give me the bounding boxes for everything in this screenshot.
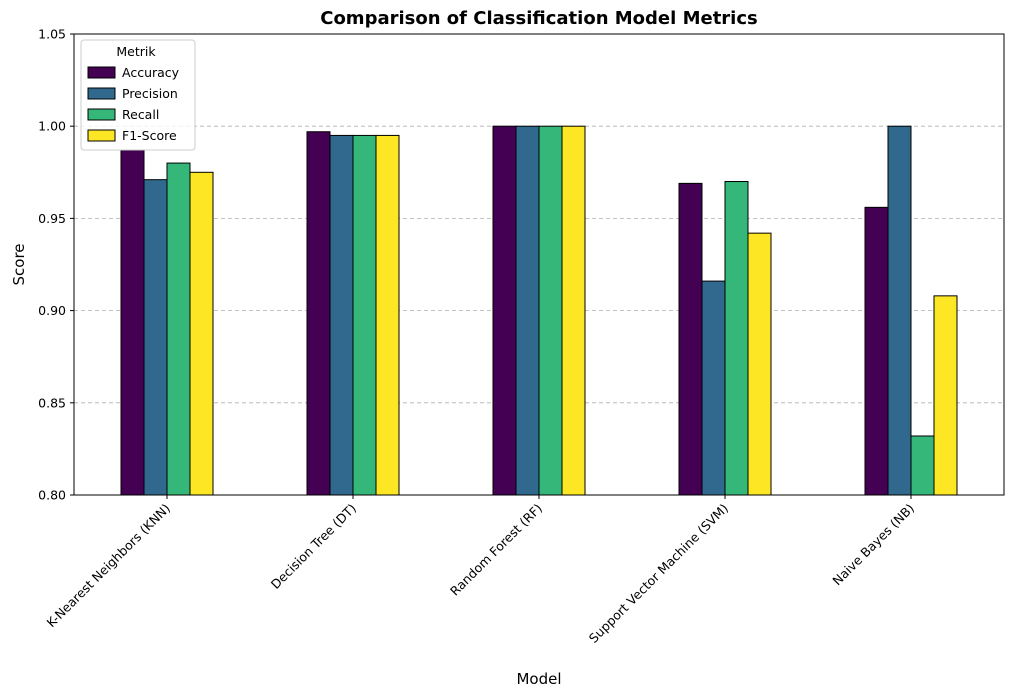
bar-recall (724, 181, 749, 496)
bar-recall (352, 134, 377, 496)
legend-label: Accuracy (122, 65, 180, 80)
x-tick-label: Support Vector Machine (SVM) (586, 501, 731, 646)
legend: Metrik Accuracy Precision Recall F1-Score (80, 39, 196, 151)
legend-label: Precision (122, 86, 178, 101)
legend-swatch (87, 108, 116, 121)
bar-precision (887, 125, 912, 496)
bar-f1-score (375, 134, 400, 496)
legend-swatch (87, 129, 116, 142)
bar-accuracy (678, 182, 703, 496)
bar-precision (515, 125, 540, 496)
x-tick-label: Random Forest (RF) (447, 501, 545, 599)
bars-group (120, 125, 958, 496)
bar-accuracy (864, 206, 889, 496)
x-tick-label: K-Nearest Neighbors (KNN) (44, 501, 174, 631)
bar-accuracy (120, 149, 145, 496)
bar-precision (701, 280, 726, 496)
legend-label: Recall (122, 107, 159, 122)
y-axis-ticks: 0.80 0.85 0.90 0.95 1.00 1.05 (38, 27, 74, 503)
bar-f1-score (747, 232, 772, 496)
x-tick-label: Decision Tree (DT) (268, 501, 359, 592)
legend-swatch (87, 66, 116, 79)
bar-recall (910, 435, 935, 496)
legend-swatch (87, 87, 116, 100)
y-tick-label: 0.90 (38, 303, 66, 318)
x-tick-label: Naive Bayes (NB) (829, 501, 917, 589)
y-tick-label: 1.00 (38, 119, 66, 134)
chart-title: Comparison of Classification Model Metri… (320, 8, 758, 29)
legend-title: Metrik (116, 44, 156, 59)
y-tick-label: 0.85 (38, 395, 66, 410)
y-axis-label: Score (10, 243, 28, 285)
bar-f1-score (189, 171, 214, 496)
y-tick-label: 0.80 (38, 488, 66, 503)
x-axis-label: Model (516, 670, 561, 688)
bar-precision (143, 179, 168, 496)
y-tick-label: 0.95 (38, 211, 66, 226)
x-axis-ticks: K-Nearest Neighbors (KNN) Decision Tree (… (44, 495, 917, 646)
bar-f1-score (933, 295, 958, 496)
y-tick-label: 1.05 (38, 27, 66, 42)
bar-recall (166, 162, 191, 496)
bar-accuracy (306, 131, 331, 496)
legend-label: F1-Score (122, 128, 177, 143)
bar-precision (329, 134, 354, 496)
bar-recall (538, 125, 563, 496)
bar-accuracy (492, 125, 517, 496)
bar-f1-score (561, 125, 586, 496)
